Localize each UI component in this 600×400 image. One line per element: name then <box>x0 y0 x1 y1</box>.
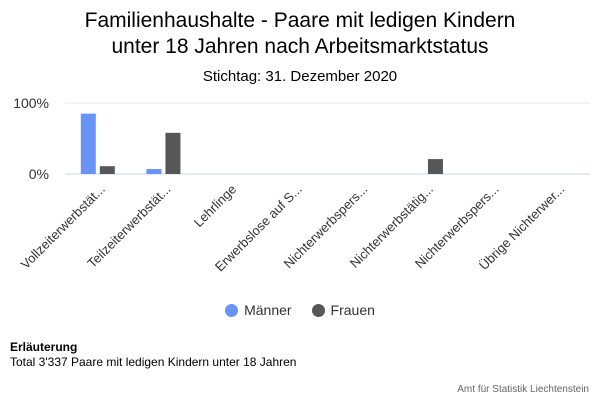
bar-maenner[interactable] <box>146 169 162 174</box>
y-tick-label: 100% <box>13 95 49 111</box>
chart-subtitle: Stichtag: 31. Dezember 2020 <box>202 68 398 85</box>
legend-swatch-frauen <box>311 303 325 317</box>
bar-frauen[interactable] <box>99 166 115 174</box>
bar-chart: 0%100%Vollzeiterwerbstät...Teilzeiterwer… <box>13 95 590 274</box>
legend-label-maenner: Männer <box>244 302 292 318</box>
note-title: Erläuterung <box>10 340 78 354</box>
chart-note: Erläuterung Total 3'337 Paare mit ledige… <box>10 340 296 370</box>
chart-title: Familienhaushalte - Paare mit ledigen Ki… <box>84 9 516 58</box>
bar-maenner[interactable] <box>80 113 96 174</box>
legend-label-frauen: Frauen <box>330 302 375 318</box>
y-tick-label: 0% <box>29 166 49 182</box>
bar-frauen[interactable] <box>165 132 181 174</box>
x-tick-label: Lehrlinge <box>191 182 239 230</box>
legend-item-frauen[interactable]: Frauen <box>311 302 375 318</box>
legend-swatch-maenner <box>225 303 239 317</box>
chart-legend: Männer Frauen <box>0 302 600 318</box>
legend-item-maenner[interactable]: Männer <box>225 302 292 318</box>
bar-frauen[interactable] <box>427 159 443 174</box>
note-text: Total 3'337 Paare mit ledigen Kindern un… <box>10 355 297 369</box>
chart-credits[interactable]: Amt für Statistik Liechtenstein <box>457 384 589 395</box>
